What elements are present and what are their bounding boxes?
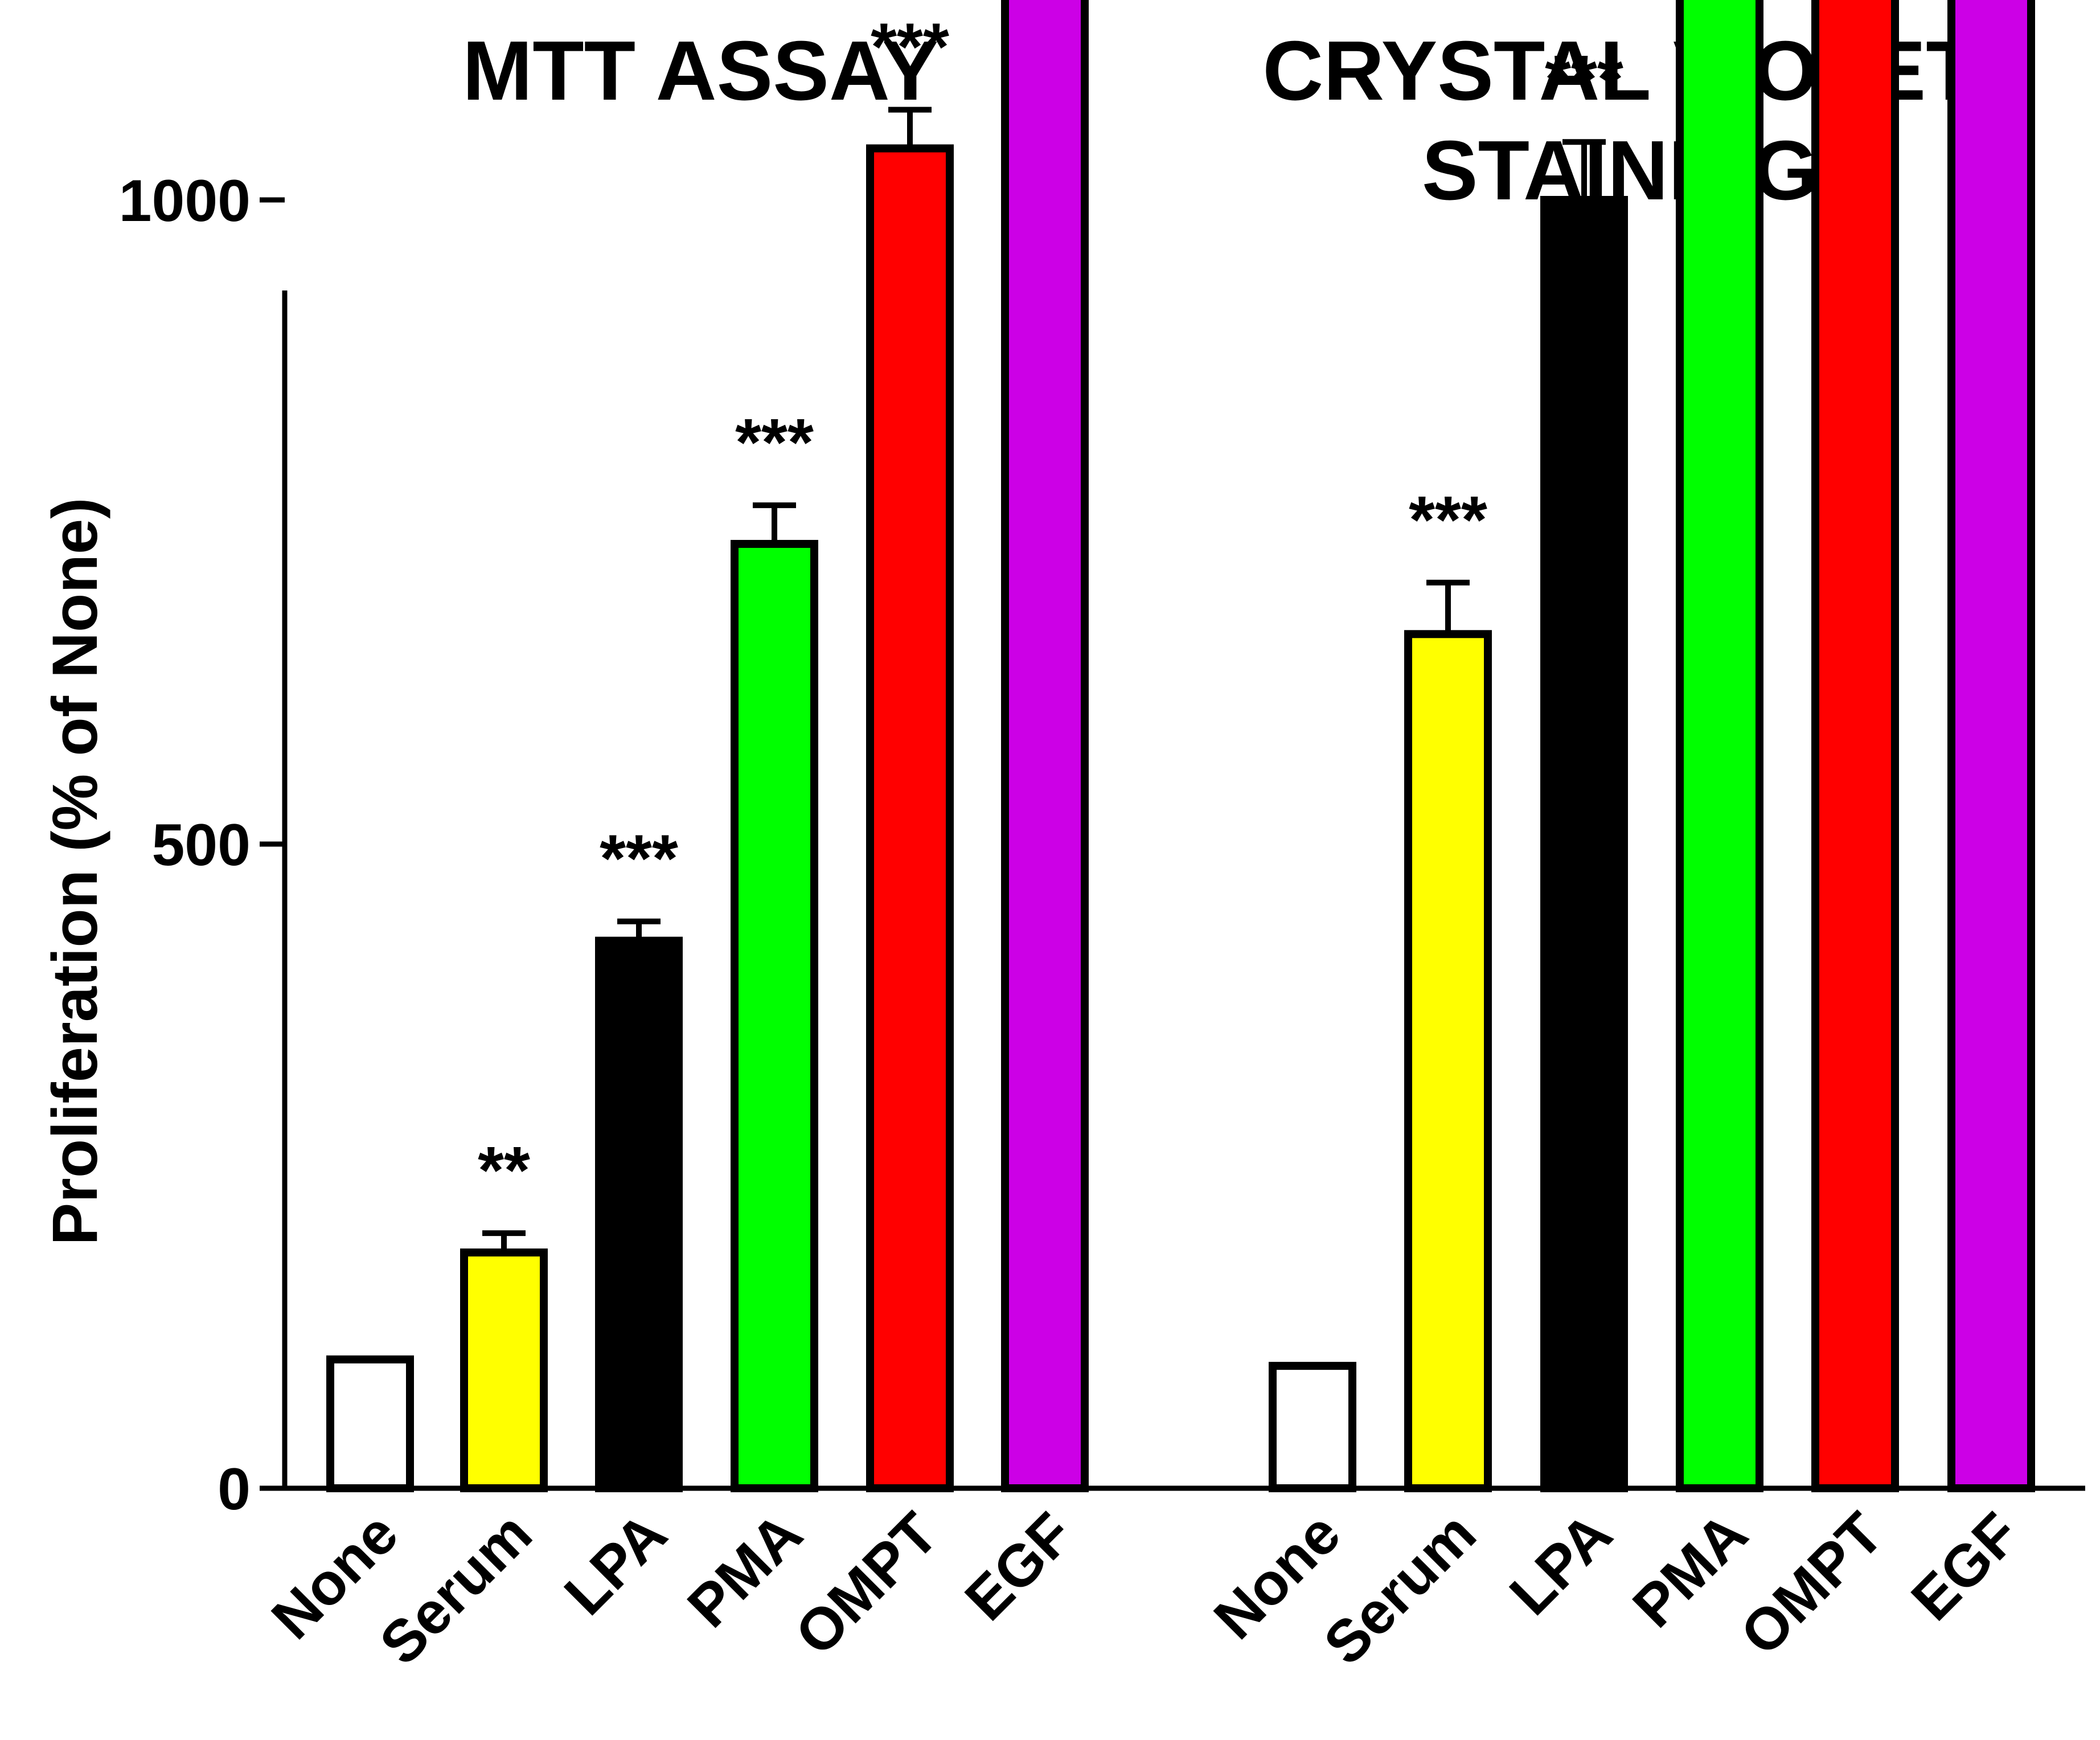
- category-label-ompt: OMPT: [1728, 1500, 1896, 1668]
- y-tick-label: 1000: [119, 168, 251, 234]
- bar-mtt-lpa: [595, 936, 683, 1492]
- category-label-ompt: OMPT: [783, 1500, 950, 1668]
- bar-cv-serum: [1404, 630, 1492, 1492]
- bar-cv-none: [1269, 1362, 1356, 1493]
- mtt-title-line-1: MTT ASSAY: [462, 24, 938, 118]
- significance-serum: **: [478, 1133, 530, 1208]
- bar-mtt-pma: [731, 539, 818, 1492]
- bar-cv-ompt: [1811, 0, 1899, 1492]
- bars: [326, 0, 2035, 1493]
- y-axis-title: Proliferation (% of None): [39, 498, 110, 1246]
- bar-mtt-egf: [1001, 0, 1089, 1492]
- significance-lpa: ***: [600, 821, 678, 896]
- y-ticks: 050010001500: [119, 168, 285, 1522]
- bar-cv-pma: [1676, 0, 1763, 1493]
- y-tick-label: 0: [218, 1456, 251, 1522]
- category-label-egf: EGF: [953, 1500, 1085, 1633]
- bar-cv-lpa: [1540, 196, 1628, 1492]
- bar-mtt-serum: [460, 1248, 548, 1492]
- category-label-lpa: LPA: [552, 1500, 680, 1628]
- bar-mtt-none: [326, 1355, 414, 1493]
- y-tick-label: 500: [151, 812, 251, 878]
- category-label-serum: Serum: [1311, 1500, 1488, 1677]
- significance-marks: *****************************: [478, 10, 1623, 1208]
- category-label-serum: Serum: [367, 1500, 544, 1677]
- significance-serum: ***: [1409, 482, 1487, 558]
- significance-ompt: ***: [871, 10, 949, 85]
- significance-pma: ***: [735, 405, 814, 480]
- bar-cv-egf: [1947, 0, 2035, 1492]
- error-bars: [482, 107, 1606, 1253]
- significance-lpa: ***: [1545, 42, 1623, 117]
- category-label-lpa: LPA: [1498, 1500, 1625, 1628]
- bar-mtt-ompt: [866, 144, 954, 1492]
- category-label-egf: EGF: [1899, 1500, 2032, 1633]
